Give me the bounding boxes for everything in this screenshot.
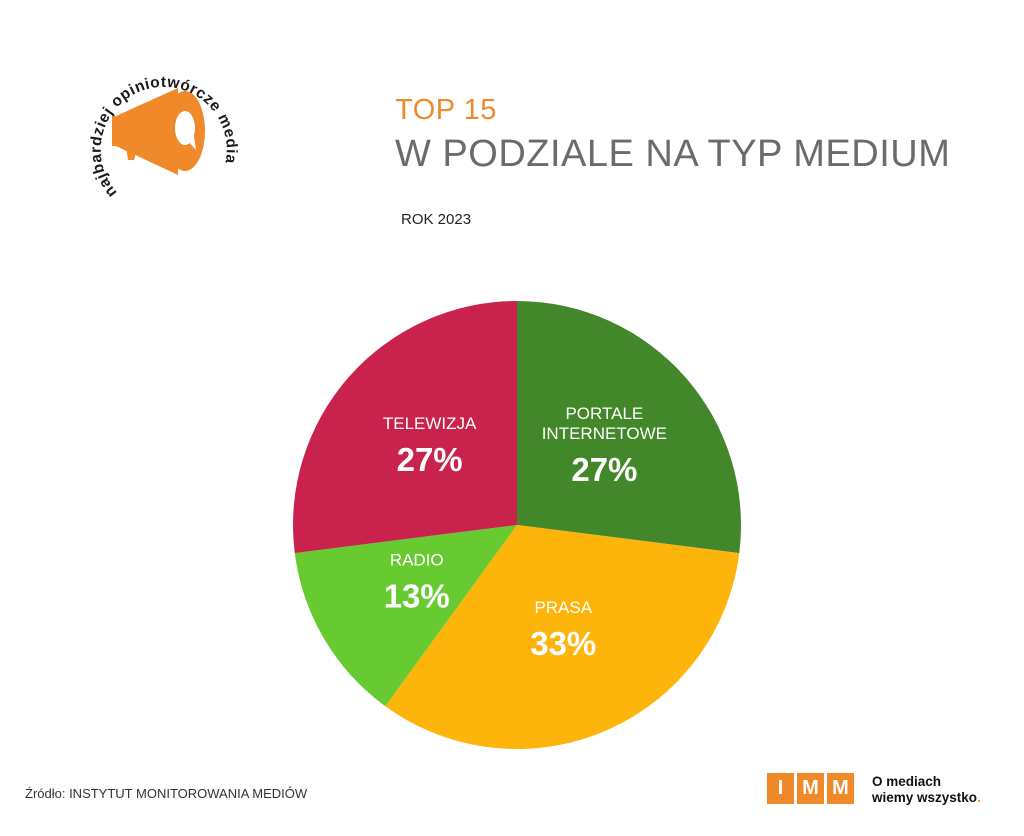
slice-value-portale-internetowe: 27% <box>571 451 637 488</box>
megaphone-icon <box>112 88 205 175</box>
slice-label-portale-internetowe-line-2: INTERNETOWE <box>542 424 667 443</box>
slice-label-telewizja: TELEWIZJA <box>383 414 477 433</box>
chart-title-top: TOP 15 <box>395 94 497 126</box>
slice-value-telewizja: 27% <box>397 441 463 478</box>
source-note: Źródło: INSTYTUT MONITOROWANIA MEDIÓW <box>25 786 308 801</box>
logo-tagline: O mediach wiemy wszystko. <box>872 774 981 806</box>
opinion-media-badge: najbardziej opiniotwórcze media <box>88 74 240 201</box>
slice-label-radio: RADIO <box>390 550 444 569</box>
logo-letter-i: I <box>767 773 794 804</box>
slice-label-portale-internetowe-line-1: PORTALE <box>565 404 643 423</box>
pie-slice-prasa <box>385 525 740 749</box>
pie-slice-radio <box>294 525 517 707</box>
tagline-line-2: wiemy wszystko. <box>872 790 981 806</box>
chart-title-main: W PODZIALE NA TYP MEDIUM <box>395 133 951 175</box>
logo-letter-m-2: M <box>827 773 854 804</box>
slice-label-prasa: PRASA <box>534 598 592 617</box>
chart-subtitle-year: ROK 2023 <box>401 211 472 228</box>
pie-slice-telewizja <box>293 301 517 554</box>
tagline-line-1: O mediach <box>872 774 942 789</box>
logo-letter-m-1: M <box>797 773 824 804</box>
pie-slice-portale-internetowe <box>517 301 741 554</box>
tagline-dot: . <box>977 790 981 805</box>
tagline-line-2-text: wiemy wszystko <box>872 790 978 805</box>
imm-logo: I M M <box>767 773 857 805</box>
slice-value-radio: 13% <box>384 577 450 614</box>
slice-value-prasa: 33% <box>530 625 596 662</box>
